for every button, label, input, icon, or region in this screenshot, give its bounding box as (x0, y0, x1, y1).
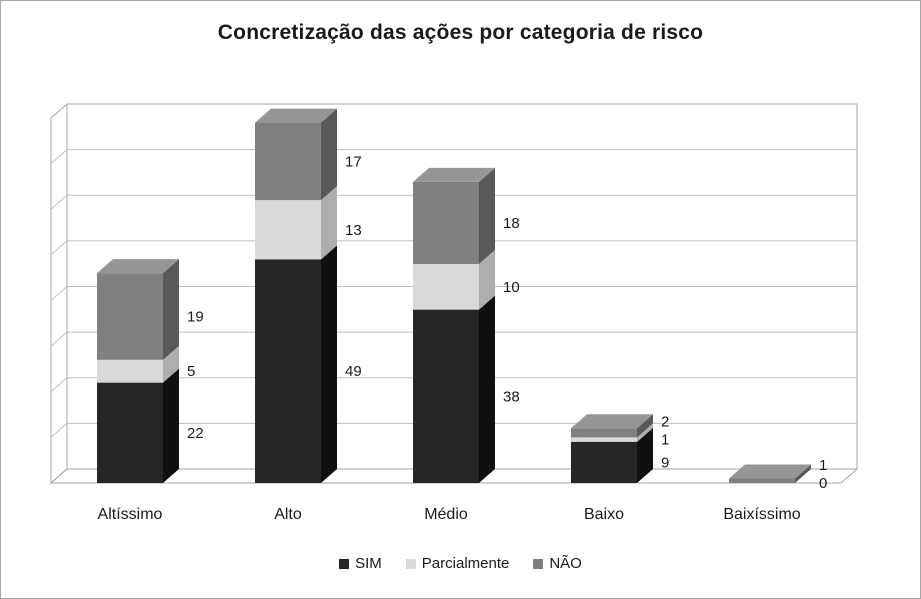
gridline-sidewall (50, 331, 68, 347)
bar-segment-front (413, 309, 479, 483)
gridline-sidewall (50, 149, 68, 165)
data-label: 22 (187, 425, 204, 442)
bar-segment-side (637, 427, 653, 483)
bar-segment-side (637, 423, 653, 442)
bar-segment-front (413, 181, 479, 264)
bar-segment-front (97, 273, 163, 360)
data-label: 1 (819, 457, 827, 474)
category-label: Baixíssimo (723, 506, 800, 523)
legend-label-nao: NÃO (549, 555, 582, 572)
bar-segment-top (729, 464, 811, 479)
bar-segment-side (479, 167, 495, 264)
bar-segment-front (413, 264, 479, 310)
data-label: 18 (503, 215, 520, 232)
legend-swatch-parcialmente-icon (405, 558, 416, 569)
bar-segment-side (795, 464, 811, 483)
bar-segment-top (97, 259, 179, 274)
bar-segment-front (571, 441, 637, 483)
gridline-sidewall (50, 377, 68, 393)
bar-segment-front (571, 437, 637, 442)
bar-segment-front (255, 259, 321, 483)
bar-segment-side (479, 295, 495, 483)
category-label: Baixo (584, 506, 624, 523)
bar-segment-top (413, 167, 495, 182)
data-label: 17 (345, 153, 362, 170)
legend-item-parcialmente: Parcialmente (405, 555, 510, 572)
bar-segment-front (97, 359, 163, 383)
bar-segment-side (163, 259, 179, 360)
legend: SIM Parcialmente NÃO (1, 555, 920, 572)
bar-segment-side (321, 245, 337, 483)
data-label: 2 (661, 414, 669, 431)
bar-segment-side (479, 250, 495, 310)
legend-label-parcialmente: Parcialmente (421, 555, 510, 572)
data-label: 5 (187, 363, 195, 380)
data-label: 0 (819, 475, 827, 492)
legend-swatch-nao-icon (533, 558, 544, 569)
gridline-sidewall (50, 286, 68, 301)
legend-swatch-sim-icon (339, 558, 350, 569)
category-label: Alto (274, 506, 302, 523)
bar-segment-front (255, 200, 321, 260)
bar-segment-side (637, 414, 653, 438)
bar-segment-front (255, 122, 321, 201)
bar-segment-front (729, 478, 795, 483)
data-label: 10 (503, 279, 520, 296)
data-label: 13 (345, 222, 362, 239)
bar-segment-side (321, 108, 337, 201)
bar-segment-top (255, 108, 337, 123)
category-label: Médio (424, 506, 468, 523)
data-label: 19 (187, 308, 204, 325)
bar-segment-front (97, 382, 163, 483)
data-label: 38 (503, 388, 520, 405)
chart-title: Concretização das ações por categoria de… (217, 21, 704, 44)
gridline-sidewall (50, 422, 68, 438)
bar-segment-top (571, 414, 653, 429)
data-label: 9 (661, 454, 669, 471)
category-label: Altíssimo (98, 506, 163, 523)
bar-segment-side (163, 345, 179, 383)
legend-item-nao: NÃO (533, 555, 582, 572)
gridline-sidewall (50, 240, 68, 256)
bar-segment-side (163, 368, 179, 483)
bar-segment-side (321, 186, 337, 260)
data-label: 1 (661, 432, 669, 449)
legend-item-sim: SIM (339, 555, 382, 572)
data-label: 49 (345, 363, 362, 380)
gridline-sidewall (50, 194, 68, 210)
legend-label-sim: SIM (355, 555, 382, 572)
bar-segment-front (571, 428, 637, 438)
